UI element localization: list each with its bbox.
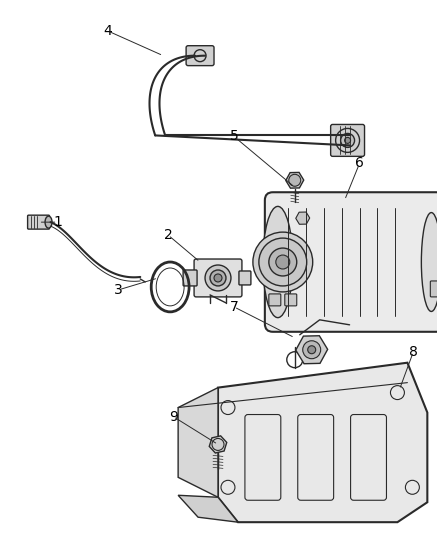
Text: 6: 6 (355, 156, 364, 171)
Circle shape (269, 248, 297, 276)
Ellipse shape (421, 213, 438, 311)
Circle shape (205, 265, 231, 291)
Circle shape (341, 133, 355, 148)
Circle shape (253, 232, 313, 292)
FancyBboxPatch shape (331, 124, 364, 156)
FancyBboxPatch shape (186, 46, 214, 66)
Circle shape (345, 138, 350, 143)
Circle shape (210, 270, 226, 286)
Text: 3: 3 (114, 283, 123, 297)
FancyBboxPatch shape (194, 259, 242, 297)
FancyBboxPatch shape (265, 192, 438, 332)
Circle shape (308, 346, 316, 354)
FancyBboxPatch shape (430, 281, 438, 297)
FancyBboxPatch shape (285, 294, 297, 306)
Ellipse shape (263, 206, 293, 318)
Text: 4: 4 (103, 24, 112, 38)
Text: 5: 5 (230, 130, 238, 143)
Text: 1: 1 (53, 215, 62, 229)
Circle shape (214, 274, 222, 282)
Polygon shape (218, 362, 427, 522)
FancyBboxPatch shape (269, 294, 281, 306)
FancyBboxPatch shape (183, 270, 197, 286)
Polygon shape (178, 387, 218, 497)
Circle shape (259, 238, 307, 286)
Circle shape (276, 255, 290, 269)
Ellipse shape (45, 216, 52, 228)
Text: 7: 7 (230, 300, 238, 314)
Circle shape (303, 341, 321, 359)
Circle shape (289, 174, 301, 186)
FancyBboxPatch shape (28, 215, 49, 229)
Text: 8: 8 (409, 345, 418, 359)
Text: 2: 2 (164, 228, 173, 242)
FancyBboxPatch shape (239, 271, 251, 285)
Text: 9: 9 (169, 409, 177, 424)
Polygon shape (178, 495, 238, 522)
